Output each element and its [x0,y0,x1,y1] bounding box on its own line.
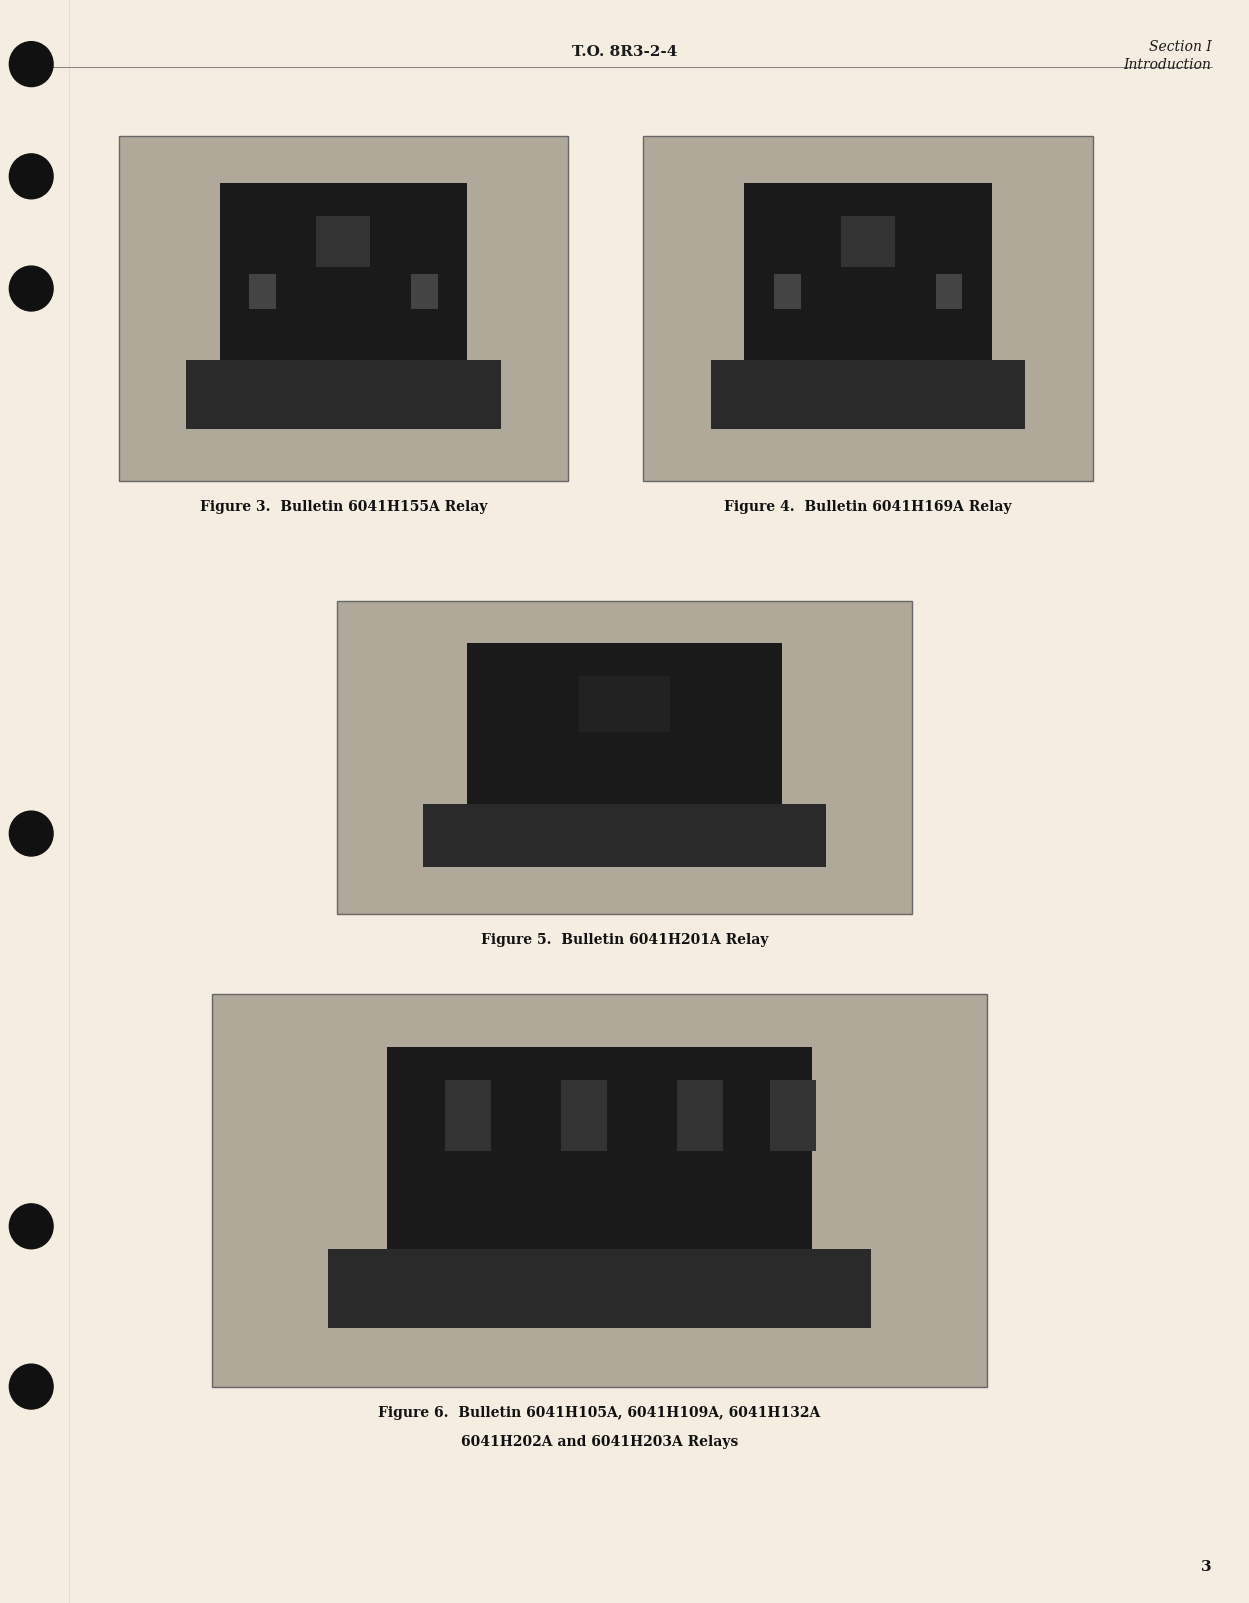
Ellipse shape [10,811,54,856]
Text: Figure 5.  Bulletin 6041H201A Relay: Figure 5. Bulletin 6041H201A Relay [481,933,768,947]
Bar [186,361,501,430]
Text: Introduction: Introduction [1124,58,1212,72]
Text: 3: 3 [1200,1560,1212,1574]
Bar [220,183,467,407]
Bar [578,676,671,733]
Bar [841,215,896,268]
Bar [212,994,987,1387]
Bar [316,215,371,268]
Bar [411,274,438,309]
Text: T.O. 8R3-2-4: T.O. 8R3-2-4 [572,45,677,59]
Bar [773,274,801,309]
Ellipse shape [10,42,54,87]
Bar [119,136,568,481]
Text: Figure 6.  Bulletin 6041H105A, 6041H109A, 6041H132A: Figure 6. Bulletin 6041H105A, 6041H109A,… [378,1406,821,1420]
Ellipse shape [10,1364,54,1409]
Bar [466,643,782,846]
Bar [936,274,963,309]
Bar [328,1249,871,1327]
Ellipse shape [10,1204,54,1249]
Bar [337,601,912,914]
Bar [445,1080,491,1151]
Bar [643,136,1093,481]
Bar [423,805,826,867]
Bar [677,1080,723,1151]
Ellipse shape [10,154,54,199]
Text: Figure 4.  Bulletin 6041H169A Relay: Figure 4. Bulletin 6041H169A Relay [724,500,1012,515]
Bar [711,361,1025,430]
Bar [386,1047,812,1302]
Text: Figure 3.  Bulletin 6041H155A Relay: Figure 3. Bulletin 6041H155A Relay [200,500,487,515]
Bar [249,274,276,309]
Text: Section I: Section I [1149,40,1212,55]
Text: 6041H202A and 6041H203A Relays: 6041H202A and 6041H203A Relays [461,1435,738,1449]
Bar [769,1080,817,1151]
Ellipse shape [10,266,54,311]
Bar [561,1080,607,1151]
Bar [744,183,992,407]
